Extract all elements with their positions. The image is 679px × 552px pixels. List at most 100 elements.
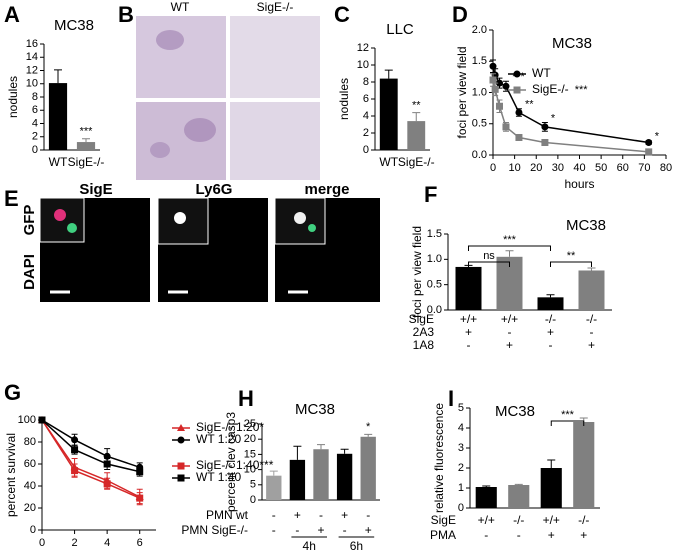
y-tick-label: 25 [244, 418, 256, 430]
marker [541, 123, 549, 131]
x-tick-label: 0 [490, 162, 496, 174]
error-bar [505, 250, 514, 257]
y-axis-label: nodules [6, 76, 20, 118]
legend-marker [513, 70, 521, 78]
y-axis-label: relative fluorescence [432, 403, 446, 513]
row-value: + [580, 528, 587, 542]
significance: * [366, 421, 371, 433]
y-axis-label: percent clev casp3 [224, 412, 238, 512]
inset [274, 197, 326, 245]
y-tick-label: 2 [363, 127, 369, 139]
bar [540, 468, 562, 508]
y-tick-label: 16 [26, 38, 38, 50]
marker [103, 460, 111, 468]
y-tick-label: 5 [250, 479, 256, 491]
bar [336, 453, 353, 500]
marker [541, 139, 549, 146]
row-value: + [465, 325, 472, 339]
legend-marker [177, 424, 185, 431]
row-value: + [506, 338, 513, 352]
error-bar [587, 267, 596, 271]
marker [645, 139, 653, 146]
nodule [156, 30, 184, 50]
marker [103, 480, 111, 488]
y-tick-label: 40 [24, 480, 36, 492]
marker [645, 148, 653, 156]
error-bar [384, 69, 393, 79]
chart-title: MC38 [295, 401, 335, 418]
marker [71, 467, 79, 475]
legend-marker [177, 436, 185, 444]
error-bar [54, 69, 62, 84]
row-value: + [547, 325, 554, 339]
marker [495, 79, 503, 87]
marker [515, 134, 523, 141]
significance: *** [561, 409, 575, 421]
micrograph [230, 16, 320, 98]
marker [489, 62, 497, 70]
marker [491, 85, 499, 93]
y-tick-label: 5 [458, 402, 464, 414]
error-bar [412, 112, 421, 122]
chart-title: MC38 [566, 217, 606, 234]
row-value: - [295, 523, 299, 537]
y-tick-label: 3 [458, 442, 464, 454]
y-tick-label: 10 [357, 59, 369, 71]
y-tick-label: 12 [357, 42, 369, 54]
y-tick-label: 12 [26, 64, 38, 76]
y-tick-label: 1.0 [427, 253, 442, 265]
error-bar [293, 445, 302, 460]
row-value: +/+ [543, 513, 560, 527]
y-axis-label: nodules [337, 78, 351, 120]
x-tick-label: 50 [595, 162, 607, 174]
significance: *** [80, 126, 94, 138]
x-axis-label: hours [564, 177, 594, 191]
x-tick-label: SigE-/- [398, 155, 435, 169]
channel-label: Ly6G [196, 181, 233, 198]
fluorescence-images [39, 197, 380, 302]
cell [67, 223, 77, 233]
y-tick-label: 0 [250, 494, 256, 506]
row-value: - [484, 528, 488, 542]
chart-title: MC38 [552, 35, 592, 52]
marker [136, 468, 144, 476]
bar [48, 83, 68, 150]
significance: *** [503, 234, 517, 246]
error-bar [514, 483, 523, 485]
y-tick-label: 0.0 [472, 149, 487, 161]
y-tick-label: 20 [24, 502, 36, 514]
channel-label: SigE [79, 181, 112, 198]
panel-letter: I [448, 386, 454, 411]
panel-letter: G [4, 380, 21, 405]
row-label: SigE [431, 513, 456, 527]
bar [578, 270, 605, 310]
error-bar [82, 138, 90, 143]
row-label: PMA [430, 528, 456, 542]
legend-annotation: *** [575, 84, 589, 96]
row-value: + [548, 528, 555, 542]
group-label: 4h [303, 539, 316, 552]
y-tick-label: 8 [32, 91, 38, 103]
micrograph [136, 16, 226, 98]
legend-marker [513, 86, 521, 94]
y-tick-label: 10 [26, 78, 38, 90]
error-bar [546, 294, 555, 298]
y-tick-label: 2 [32, 131, 38, 143]
y-tick-label: 0.0 [427, 304, 442, 316]
legend-label: WT 1:40 [196, 470, 241, 484]
marker [71, 436, 79, 444]
cell [174, 212, 186, 224]
row-value: - [272, 508, 276, 522]
error-bar [317, 444, 325, 450]
channel-label: merge [304, 181, 349, 198]
x-tick-label: 20 [530, 162, 542, 174]
bar [266, 475, 282, 500]
y-axis-label: foci per view field [455, 46, 469, 138]
micrograph [136, 102, 226, 180]
bracket [550, 420, 585, 426]
group-label: 6h [350, 539, 363, 552]
chart-title: MC38 [54, 17, 94, 34]
row-value: - [590, 325, 594, 339]
row-label: 1A8 [413, 338, 435, 352]
